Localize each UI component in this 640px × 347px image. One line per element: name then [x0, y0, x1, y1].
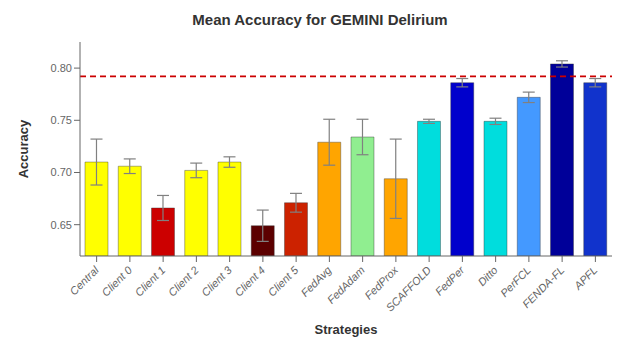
svg-text:FedAdam: FedAdam	[325, 264, 367, 306]
svg-text:Client 2: Client 2	[166, 264, 201, 299]
svg-text:FedAvg: FedAvg	[298, 263, 334, 299]
svg-text:Client 0: Client 0	[99, 263, 134, 298]
svg-text:SCAFFOLD: SCAFFOLD	[383, 264, 433, 314]
svg-text:Client 3: Client 3	[199, 263, 234, 298]
svg-text:Accuracy: Accuracy	[16, 119, 31, 178]
svg-text:Client 4: Client 4	[232, 264, 267, 299]
svg-text:PerFCL: PerFCL	[497, 263, 534, 299]
svg-text:FedProx: FedProx	[362, 263, 401, 302]
svg-text:0.65: 0.65	[51, 219, 72, 231]
svg-text:0.80: 0.80	[51, 62, 72, 74]
svg-text:Central: Central	[67, 263, 101, 297]
svg-text:Client 1: Client 1	[133, 264, 168, 299]
svg-text:FENDA-FL: FENDA-FL	[520, 264, 567, 311]
svg-text:0.75: 0.75	[51, 114, 72, 126]
svg-text:Strategies: Strategies	[315, 322, 378, 337]
svg-text:APFL: APFL	[571, 264, 600, 293]
svg-text:0.70: 0.70	[51, 166, 72, 178]
svg-text:Ditto: Ditto	[475, 264, 499, 288]
svg-text:FedPer: FedPer	[433, 263, 468, 298]
svg-text:Client 5: Client 5	[266, 263, 301, 298]
html-text:Mean Accuracy for GEMINI Delir: Mean Accuracy for GEMINI Delirium	[192, 11, 448, 28]
